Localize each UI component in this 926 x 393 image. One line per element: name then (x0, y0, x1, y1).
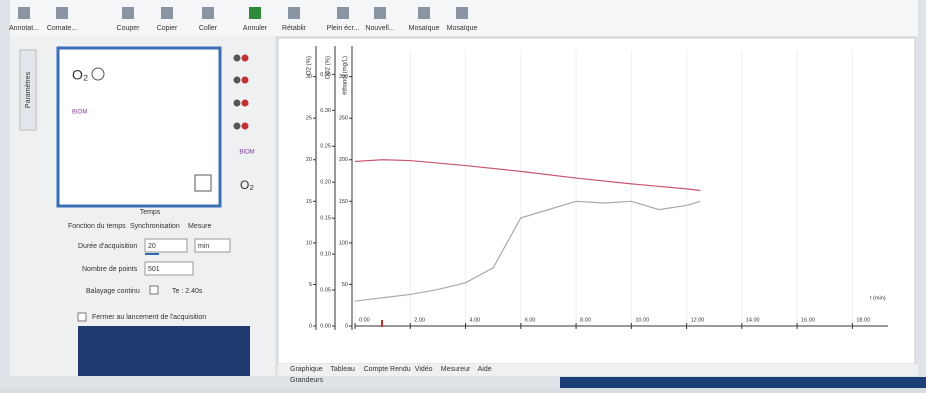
toolbar-icon[interactable] (337, 7, 349, 19)
y-tick-label: 50 (342, 282, 348, 288)
tab[interactable]: Mesure (188, 223, 211, 230)
x-axis-title: t (min) (870, 295, 886, 301)
y-tick-label: 10 (306, 240, 312, 246)
y-tick-label: 30 (306, 74, 312, 80)
toolbar-icon[interactable] (249, 7, 261, 19)
x-tick-label: 4.00 (470, 317, 481, 323)
time-label: Temps (140, 209, 161, 216)
y-tick-label: 25 (306, 116, 312, 122)
y-tick-label: 150 (339, 199, 348, 205)
led (234, 100, 241, 107)
toolbar-label: Rétablir (282, 25, 307, 32)
y-tick-label: 0.35 (320, 72, 331, 78)
x-tick-label: 10.00 (635, 317, 649, 323)
toolbar-icon[interactable] (56, 7, 68, 19)
input-value: 20 (148, 243, 156, 250)
toolbar-label: Mosaïque (409, 25, 440, 32)
toolbar-label: Comate... (47, 25, 77, 32)
toolbar-icon[interactable] (18, 7, 30, 19)
y-tick-label: 0 (309, 323, 312, 329)
toolbar-icon[interactable] (418, 7, 430, 19)
select-value: 501 (148, 266, 160, 273)
cursor (381, 320, 383, 327)
led (234, 123, 241, 130)
x-tick-label: 12.00 (691, 317, 705, 323)
checkbox[interactable] (150, 286, 158, 294)
tab[interactable]: Fonction du temps (68, 223, 126, 230)
y-tick-label: 0.30 (320, 108, 331, 114)
side-tab-label: Paramètres (25, 71, 32, 108)
x-tick-label: 6.00 (525, 317, 536, 323)
toolbar-icon[interactable] (374, 7, 386, 19)
led (242, 55, 249, 62)
select-value: min (198, 243, 209, 250)
toolbar-label: Couper (117, 25, 141, 32)
x-tick-label: 14.00 (746, 317, 760, 323)
toolbar-icon[interactable] (202, 7, 214, 19)
y-tick-label: 100 (339, 240, 348, 246)
sensor-icon[interactable]: O₂ (240, 178, 254, 192)
toolbar-icon[interactable] (161, 7, 173, 19)
checkbox-label: Fermer au lancement de l'acquisition (92, 314, 206, 321)
y-tick-label: 200 (339, 157, 348, 163)
toolbar-label: Nouvell... (365, 25, 394, 32)
led (242, 123, 249, 130)
te-label: Te : 2.40s (172, 288, 203, 295)
toolbar-icon[interactable] (122, 7, 134, 19)
y-tick-label: 250 (339, 116, 348, 122)
x-tick-label: 0.00 (359, 317, 370, 323)
toolbar-label: Mosaïque (447, 25, 478, 32)
y-tick-label: 0.00 (320, 323, 331, 329)
underline (145, 253, 159, 255)
y-tick-label: 300 (339, 74, 348, 80)
y-tick-label: 5 (309, 282, 312, 288)
bottom-tab[interactable]: Tableau (330, 366, 355, 373)
y-tick-label: 0.15 (320, 216, 331, 222)
toolbar-label: Copier (157, 25, 178, 32)
toolbar-label: Annotat... (9, 25, 39, 32)
bottom-tab[interactable]: Compte Rendu (364, 366, 411, 373)
toolbar-icon[interactable] (288, 7, 300, 19)
field-label: Nombre de points (82, 266, 138, 273)
bottom-tab[interactable]: Graphique (290, 366, 323, 373)
screen: Paramètres O₂ BIOM Temps Fonction du tem… (0, 0, 926, 388)
x-tick-label: 2.00 (414, 317, 425, 323)
o2-label: O₂ (72, 67, 88, 83)
bottom-tab[interactable]: Mesureur (441, 366, 471, 373)
y-tick-label: 0.25 (320, 144, 331, 150)
led (242, 77, 249, 84)
toolbar-icon[interactable] (456, 7, 468, 19)
x-tick-label: 16.00 (801, 317, 815, 323)
y-tick-label: 0.20 (320, 180, 331, 186)
toolbar-label: Annuler (243, 25, 268, 32)
led (234, 55, 241, 62)
field-label: Durée d'acquisition (78, 243, 137, 250)
tab[interactable]: Synchronisation (130, 223, 180, 230)
bottom-tab[interactable]: Aide (478, 366, 492, 373)
status-label: Grandeurs (290, 377, 324, 384)
biom-label: BIOM (72, 110, 87, 116)
x-tick-label: 8.00 (580, 317, 591, 323)
toolbar-label: Coller (199, 25, 218, 32)
bottom-tab[interactable]: Vidéo (415, 366, 433, 373)
y-axis-title: O2 (%) (307, 56, 313, 75)
x-tick-label: 18.00 (856, 317, 870, 323)
led (234, 77, 241, 84)
toolbar-label: Plein écr... (327, 25, 360, 32)
y-tick-label: 0.05 (320, 288, 331, 294)
graph-area (278, 38, 915, 364)
led (242, 100, 249, 107)
field-label: Balayage continu (86, 288, 140, 295)
y-tick-label: 0 (345, 323, 348, 329)
y-tick-label: 0.10 (320, 252, 331, 258)
y-tick-label: 20 (306, 157, 312, 163)
sensor-icon[interactable]: BIOM (239, 150, 254, 156)
y-tick-label: 15 (306, 199, 312, 205)
preview (78, 326, 250, 376)
checkbox[interactable] (78, 313, 86, 321)
taskbar (560, 377, 926, 388)
